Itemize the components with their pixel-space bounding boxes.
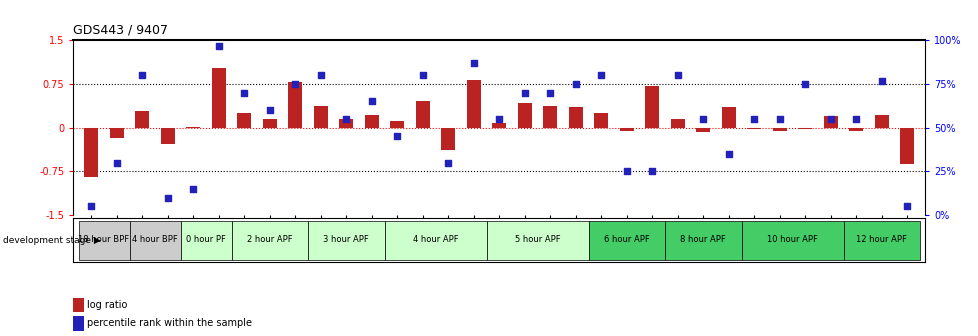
Bar <box>740 221 843 260</box>
Point <box>83 204 99 209</box>
Text: 6 hour APF: 6 hour APF <box>603 235 649 244</box>
Bar <box>129 221 180 260</box>
Bar <box>588 221 664 260</box>
Bar <box>73 298 83 312</box>
Point <box>185 186 200 192</box>
Point <box>720 151 735 157</box>
Point <box>873 78 889 83</box>
Bar <box>467 80 480 128</box>
Bar <box>288 82 302 128</box>
Text: 12 hour APF: 12 hour APF <box>856 235 907 244</box>
Bar <box>314 106 328 128</box>
Point <box>237 90 252 95</box>
Bar <box>670 119 684 128</box>
Point <box>313 73 329 78</box>
Bar <box>365 115 378 128</box>
Bar <box>543 106 556 128</box>
Bar <box>78 221 129 260</box>
Bar <box>84 128 98 177</box>
Bar <box>135 111 149 128</box>
Text: 3 hour APF: 3 hour APF <box>323 235 369 244</box>
Point <box>618 169 634 174</box>
Bar <box>390 121 404 128</box>
Point <box>491 116 507 122</box>
Point <box>516 90 532 95</box>
Point <box>848 116 864 122</box>
Bar <box>384 221 486 260</box>
Bar <box>211 68 226 128</box>
Text: 10 hour APF: 10 hour APF <box>767 235 818 244</box>
Bar <box>237 113 251 128</box>
Text: development stage ▶: development stage ▶ <box>3 236 101 245</box>
Point <box>797 81 813 87</box>
Bar <box>645 86 658 128</box>
Text: 4 hour BPF: 4 hour BPF <box>132 235 178 244</box>
Bar <box>492 123 506 128</box>
Bar <box>180 221 231 260</box>
Text: 5 hour APF: 5 hour APF <box>514 235 559 244</box>
Point <box>109 160 124 165</box>
Point <box>364 99 379 104</box>
Bar <box>594 113 607 128</box>
Point <box>772 116 787 122</box>
Bar <box>874 115 888 128</box>
Text: 4 hour APF: 4 hour APF <box>413 235 458 244</box>
Text: log ratio: log ratio <box>87 300 127 310</box>
Bar <box>849 128 863 131</box>
Bar <box>160 128 175 144</box>
Point <box>338 116 354 122</box>
Bar <box>695 128 710 132</box>
Point <box>899 204 914 209</box>
Bar <box>843 221 919 260</box>
Point <box>466 60 481 66</box>
Point <box>567 81 583 87</box>
Bar <box>262 119 277 128</box>
Bar <box>568 107 582 128</box>
Point <box>822 116 838 122</box>
Bar <box>73 316 83 331</box>
Point <box>134 73 150 78</box>
Bar <box>900 128 913 164</box>
Point <box>593 73 608 78</box>
Text: 18 hour BPF: 18 hour BPF <box>78 235 129 244</box>
Bar <box>822 116 837 128</box>
Bar <box>517 103 531 128</box>
Bar <box>416 101 429 128</box>
Point <box>262 108 278 113</box>
Point <box>288 81 303 87</box>
Bar <box>486 221 588 260</box>
Point <box>440 160 456 165</box>
Bar <box>746 128 761 129</box>
Point <box>415 73 430 78</box>
Bar <box>772 128 786 131</box>
Point <box>542 90 557 95</box>
Text: GDS443 / 9407: GDS443 / 9407 <box>73 24 168 37</box>
Text: 8 hour APF: 8 hour APF <box>680 235 726 244</box>
Bar <box>110 128 123 138</box>
Bar <box>308 221 384 260</box>
Point <box>210 43 226 48</box>
Text: 2 hour APF: 2 hour APF <box>246 235 292 244</box>
Point <box>644 169 659 174</box>
Bar <box>721 107 735 128</box>
Bar <box>339 119 353 128</box>
Point <box>159 195 175 200</box>
Point <box>745 116 761 122</box>
Bar <box>619 128 633 131</box>
Bar <box>231 221 308 260</box>
Bar <box>186 127 200 128</box>
Text: 0 hour PF: 0 hour PF <box>186 235 226 244</box>
Point <box>389 134 405 139</box>
Bar <box>797 128 812 129</box>
Point <box>669 73 685 78</box>
Point <box>694 116 710 122</box>
Text: percentile rank within the sample: percentile rank within the sample <box>87 319 251 328</box>
Bar <box>664 221 740 260</box>
Bar <box>441 128 455 150</box>
